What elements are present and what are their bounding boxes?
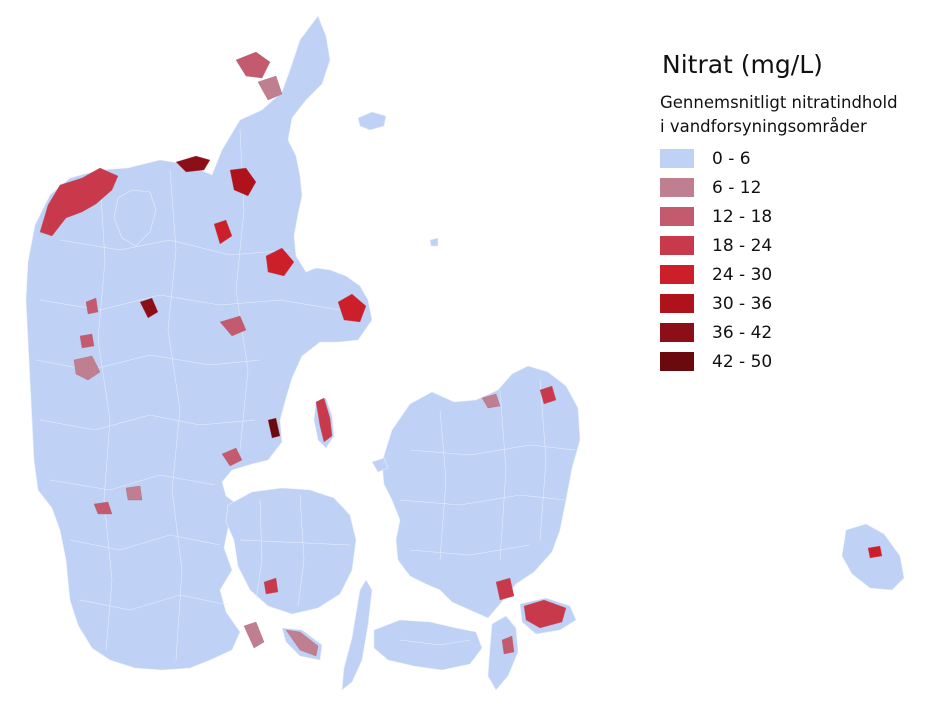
legend-subtitle-line2: i vandforsyningsområder	[660, 117, 867, 136]
legend: Nitrat (mg/L) Gennemsnitligt nitratindho…	[660, 50, 925, 376]
area-viborg	[139, 297, 159, 319]
legend-subtitle: Gennemsnitligt nitratindhold i vandforsy…	[660, 91, 925, 139]
area-vejle	[221, 447, 243, 467]
legend-item: 36 - 42	[660, 318, 925, 347]
lolland	[373, 619, 483, 671]
area-funen-1	[243, 621, 265, 649]
legend-swatch	[660, 294, 694, 313]
legend-item: 18 - 24	[660, 231, 925, 260]
laesoe	[357, 111, 387, 131]
area-north-2	[257, 75, 283, 101]
legend-item: 6 - 12	[660, 173, 925, 202]
area-sw-2	[93, 501, 113, 515]
area-horsens-coast	[267, 417, 281, 439]
legend-swatch	[660, 323, 694, 342]
legend-swatch	[660, 149, 694, 168]
area-aalborg	[175, 155, 211, 173]
area-himmerland-2	[213, 219, 233, 245]
legend-title: Nitrat (mg/L)	[662, 50, 823, 79]
mors-island	[113, 189, 157, 247]
area-sw-1	[125, 485, 143, 501]
area-zealand-1	[539, 385, 557, 405]
legend-item: 42 - 50	[660, 347, 925, 376]
legend-swatch	[660, 236, 694, 255]
legend-items: 0 - 6 6 - 12 12 - 18 18 - 24 24 - 30 30 …	[660, 144, 925, 376]
zealand	[381, 365, 581, 619]
area-zealand-ne	[481, 393, 501, 409]
legend-item: 0 - 6	[660, 144, 925, 173]
area-himmerland-1	[229, 167, 257, 197]
area-aarhus	[219, 315, 247, 337]
elevated-nitrate-areas	[39, 51, 883, 657]
area-falster	[501, 635, 515, 655]
legend-label: 42 - 50	[712, 351, 773, 372]
small-islet	[429, 237, 439, 247]
area-west-1	[73, 355, 101, 381]
legend-label: 12 - 18	[712, 206, 773, 227]
legend-label: 6 - 12	[712, 177, 762, 198]
legend-item: 24 - 30	[660, 260, 925, 289]
area-aeroe-strip	[285, 629, 319, 657]
legend-swatch	[660, 352, 694, 371]
legend-subtitle-line1: Gennemsnitligt nitratindhold	[660, 93, 898, 112]
legend-item: 12 - 18	[660, 202, 925, 231]
area-zealand-2	[495, 577, 515, 601]
langeland	[341, 579, 373, 691]
area-north-1	[235, 51, 271, 79]
legend-label: 0 - 6	[712, 148, 751, 169]
area-stevns	[523, 599, 567, 629]
area-nw-coast	[39, 167, 119, 237]
area-funen-2	[263, 577, 279, 595]
small-islet-2	[371, 457, 389, 473]
area-samsoe-east	[315, 397, 333, 443]
legend-swatch	[660, 265, 694, 284]
area-randers	[265, 247, 295, 277]
legend-swatch	[660, 178, 694, 197]
legend-label: 18 - 24	[712, 235, 773, 256]
legend-label: 24 - 30	[712, 264, 773, 285]
area-djursland	[337, 293, 367, 323]
legend-item: 30 - 36	[660, 289, 925, 318]
falster	[487, 615, 519, 691]
area-skive	[85, 297, 99, 315]
funen	[225, 487, 357, 615]
legend-swatch	[660, 207, 694, 226]
legend-label: 30 - 36	[712, 293, 773, 314]
legend-label: 36 - 42	[712, 322, 773, 343]
area-west-2	[79, 333, 95, 349]
area-bornholm	[867, 545, 883, 559]
